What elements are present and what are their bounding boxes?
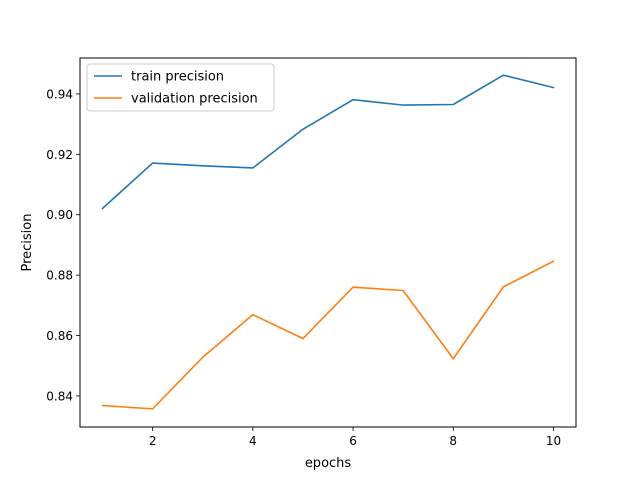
series-line-1: [101, 260, 555, 410]
y-axis-label: Precision: [20, 213, 35, 271]
series-line-0: [101, 74, 555, 210]
legend-box: [86, 63, 275, 112]
x-tick-label: 8: [449, 434, 457, 448]
x-axis-label: epochs: [305, 456, 352, 471]
y-tick-label: 0.84: [46, 389, 73, 403]
legend-label-0: train precision: [131, 70, 224, 85]
y-axis-ticks: 0.84 0.86 0.88 0.90 0.92 0.94: [46, 87, 80, 403]
series-lines: [101, 74, 555, 410]
legend: train precision validation precision: [86, 63, 275, 112]
y-tick-label: 0.92: [46, 148, 73, 162]
x-tick-label: 6: [349, 434, 357, 448]
x-tick-label: 4: [249, 434, 257, 448]
legend-label-1: validation precision: [131, 92, 258, 107]
legend-items: train precision validation precision: [94, 70, 258, 107]
y-tick-label: 0.94: [46, 87, 73, 101]
y-tick-label: 0.90: [46, 208, 73, 222]
y-tick-label: 0.88: [46, 269, 73, 283]
x-axis-ticks: 2 4 6 8 10: [149, 427, 561, 448]
y-tick-label: 0.86: [46, 329, 73, 343]
x-tick-label: 10: [546, 434, 561, 448]
plot-area-frame: [79, 57, 577, 428]
x-tick-label: 2: [149, 434, 157, 448]
